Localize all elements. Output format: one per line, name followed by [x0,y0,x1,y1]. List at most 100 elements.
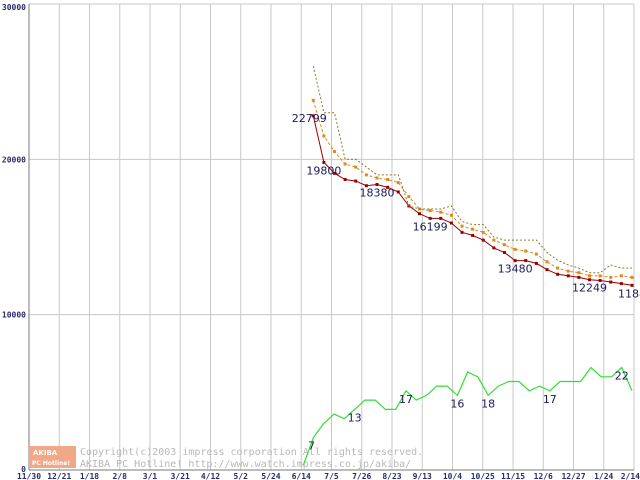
avg-price-point [428,209,432,213]
min-price-point [354,179,358,183]
max-price-line [312,65,632,274]
x-tick-label: 2/14 [621,472,640,480]
min-price-point [460,230,464,234]
x-tick-label: 7/5 [324,472,339,480]
data-label: 18380 [360,186,395,199]
series-group [302,65,634,466]
x-tick-label: 12/21 [47,472,71,480]
avg-price-point [386,178,390,182]
x-tick-label: 5/2 [234,472,249,480]
x-tick-label: 3/21 [171,472,190,480]
x-tick-label: 10/25 [471,472,495,480]
min-price-point [503,251,506,255]
data-label: 17 [399,393,413,406]
avg-price-point [524,249,528,253]
min-price-point [343,178,347,182]
data-label: 22799 [292,112,327,125]
avg-price-point [460,224,464,228]
avg-price-point [619,274,623,278]
data-label: 7 [308,439,315,452]
avg-price-point [492,238,496,242]
min-price-point [311,114,315,118]
min-price-point [545,268,549,272]
min-price-point [577,275,581,279]
x-axis-ticks: 11/30 12/21 1/18 2/8 3/1 3/21 4/12 5/2 5/24 6/14 7… [17,472,640,480]
min-price-point [566,274,570,278]
data-labels: 22799 19800 18380 16199 13480 12249 11889 7 13 17… [292,112,640,453]
avg-price-point [343,162,347,166]
avg-price-point [311,98,315,102]
x-tick-label: 11/30 [17,472,41,480]
min-price-point [333,171,336,175]
y-tick-label: 10000 [2,311,26,320]
min-price-point [513,259,517,263]
x-tick-label: 3/1 [143,472,158,480]
avg-price-point [481,230,485,234]
min-price-point [364,184,368,188]
avg-price-point [566,269,570,273]
avg-price-point [333,150,336,154]
data-label: 16199 [413,220,448,233]
avg-price-point [396,181,400,185]
x-tick-label: 8/23 [382,472,401,480]
x-tick-label: 9/13 [413,472,432,480]
avg-price-point [630,275,634,279]
copyright-line: Copyright(c)2003 impress corporation All… [80,447,423,458]
avg-price-point [545,260,549,264]
avg-price-point [439,210,443,214]
avg-price-point [375,176,379,180]
min-price-point [609,280,613,284]
min-price-point [418,212,421,216]
min-price-point [619,282,623,286]
min-price-point [439,216,443,220]
x-tick-label: 1/24 [594,472,613,480]
watermark: AKIBA PC Hotline! Copyright(c)2003 impre… [30,446,423,470]
grid [28,3,635,471]
y-tick-label: 20000 [2,155,26,164]
avg-price-point [598,274,602,278]
data-label: 11889 [618,287,640,300]
avg-price-point [449,213,453,217]
avg-price-point [534,252,538,256]
avg-price-point [471,227,475,231]
x-tick-label: 7/26 [352,472,371,480]
min-price-point [386,185,390,189]
x-tick-label: 2/8 [113,472,128,480]
shop-count-line [302,366,633,466]
data-label: 13 [348,411,362,424]
min-price-point [534,261,538,265]
avg-price-point [588,274,591,278]
avg-price-point [556,266,560,270]
avg-price-point [407,195,411,199]
avg-price-point [513,247,517,251]
logo-bottom-text: PC Hotline! [32,460,70,467]
avg-price-point [322,134,326,138]
x-tick-label: 12/6 [534,472,553,480]
x-tick-label: 1/18 [80,472,99,480]
logo-top-text: AKIBA [33,449,58,457]
min-price-line [312,115,633,286]
min-price-point [492,246,496,250]
x-tick-label: 12/27 [561,472,585,480]
y-tick-label: 30000 [2,3,26,12]
data-label: 22 [615,369,629,382]
min-price-point [598,278,602,282]
data-label: 18 [481,397,495,410]
min-price-point [471,233,475,237]
min-price-point [556,272,560,276]
data-label: 17 [543,393,557,406]
min-price-point [428,216,432,220]
min-price-point [481,238,485,242]
avg-price-point [609,275,613,279]
x-tick-label: 11/15 [501,472,525,480]
x-tick-label: 10/4 [443,472,462,480]
min-price-point [630,283,634,287]
min-price-point [524,259,528,263]
y-axis-ticks: 0 10000 20000 30000 [2,3,26,474]
x-tick-label: 5/24 [261,472,280,480]
avg-price-point [577,271,581,275]
data-label: 12249 [572,282,607,295]
min-price-point [396,190,400,194]
data-label: 16 [450,397,464,410]
